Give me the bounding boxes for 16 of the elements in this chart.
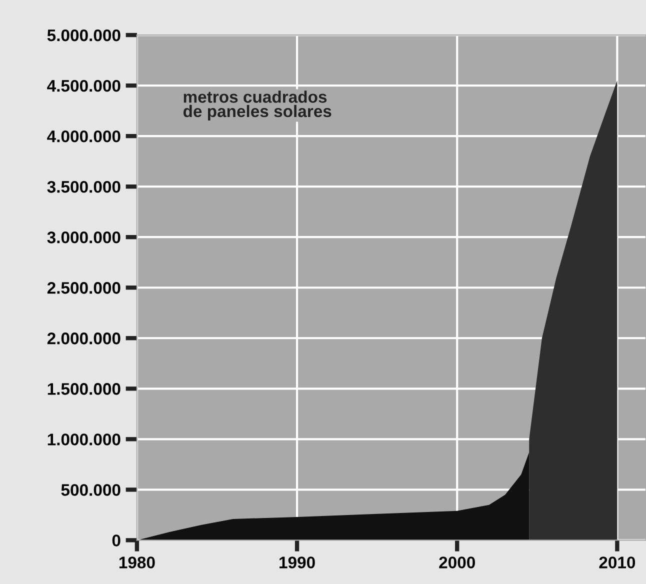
- y-tick-label: 2.000.000: [47, 332, 120, 344]
- y-tick-label: 4.000.000: [47, 130, 120, 142]
- x-tick-label: 2000: [439, 556, 475, 568]
- y-tick-label: 0: [112, 534, 120, 546]
- y-tick-label: 500.000: [61, 484, 120, 496]
- y-tick-label: 5.000.000: [47, 29, 120, 42]
- y-tick-label: 1.500.000: [48, 383, 120, 395]
- y-tick-label: 1.000.000: [48, 434, 120, 446]
- y-tick-label: 3.000.000: [47, 232, 120, 244]
- y-tick-label: 2.500.000: [47, 282, 120, 294]
- annotation: metros cuadrados de paneles solares: [183, 90, 332, 120]
- x-tick-label: 1990: [280, 556, 315, 568]
- y-tick-label: 4.500.000: [47, 80, 120, 92]
- y-tick-label: 3.500.000: [47, 180, 120, 193]
- x-tick-label: 2010: [599, 556, 636, 568]
- x-tick-label: 1980: [119, 556, 155, 568]
